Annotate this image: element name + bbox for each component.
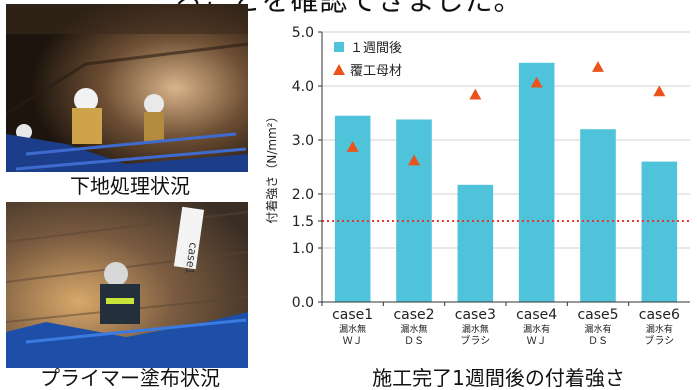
chart-y-label: 付着強さ（N/mm²） [264, 110, 279, 223]
y-tick-label: 1.0 [292, 241, 314, 257]
chart-grid [322, 31, 690, 249]
x-tick-label: case4 [516, 307, 557, 323]
photo-primer-application: case1 [6, 202, 248, 368]
photo-surface-preparation [6, 4, 248, 172]
legend-label-bar: １週間後 [350, 41, 402, 56]
y-tick-label: 4.0 [292, 79, 314, 95]
adhesion-strength-chart: 0.01.01.52.03.04.05.0 case1漏水無ＷＪcase2漏水無… [264, 25, 690, 347]
legend-swatch-bar [334, 42, 344, 52]
photo-case-label: case1 [183, 242, 200, 276]
x-tick-label: case6 [639, 307, 680, 323]
chart-bars [334, 62, 678, 302]
marker-case6 [653, 85, 666, 97]
x-tick-label: case5 [577, 307, 618, 323]
marker-case5 [592, 61, 604, 72]
bar-case5 [580, 129, 616, 302]
chart-y-ticks: 0.0 1.0 1.5 2.0 3.0 4.0 5.0 [292, 25, 322, 311]
marker-case1 [346, 141, 359, 152]
y-tick-label: 0.0 [292, 295, 314, 311]
marker-case3 [469, 88, 482, 100]
y-tick-label: 3.0 [292, 133, 314, 149]
x-sublabel-condition: 漏水有 [646, 323, 673, 335]
chart-caption: 施工完了1週間後の付着強さ [372, 366, 625, 390]
marker-case4 [530, 76, 543, 88]
x-sublabel-method: ブラシ [460, 334, 490, 347]
x-tick-label: case1 [332, 307, 373, 323]
y-tick-label: 5.0 [292, 25, 314, 41]
bar-case2 [396, 119, 432, 302]
x-sublabel-condition: 漏水無 [339, 323, 366, 335]
bar-case3 [457, 184, 494, 302]
legend-swatch-marker [333, 64, 345, 75]
bar-case6 [641, 161, 678, 302]
marker-case2 [408, 154, 420, 166]
y-tick-label: 2.0 [292, 187, 314, 203]
x-sublabel-method: ＤＳ [588, 336, 608, 347]
x-sublabel-method: ＷＪ [527, 336, 547, 347]
chart-x-labels: case1漏水無ＷＪcase2漏水無ＤＳcase3漏水無ブラシcase4漏水有Ｗ… [321, 302, 680, 347]
x-tick-label: case2 [393, 307, 434, 323]
headline: ることを確認できました。 [174, 0, 523, 17]
y-tick-label: 1.5 [292, 214, 314, 230]
x-sublabel-condition: 漏水無 [400, 323, 427, 335]
photo-caption-top: 下地処理状況 [70, 174, 190, 198]
legend-label-marker: 覆工母材 [350, 64, 402, 79]
x-tick-label: case3 [455, 307, 496, 323]
x-sublabel-method: ＤＳ [404, 336, 424, 347]
photo-caption-bottom: プライマー塗布状況 [40, 366, 220, 390]
bar-case4 [518, 62, 555, 302]
x-sublabel-condition: 漏水有 [584, 323, 611, 335]
x-sublabel-condition: 漏水有 [523, 323, 550, 335]
x-sublabel-method: ブラシ [644, 334, 674, 347]
x-sublabel-condition: 漏水無 [462, 323, 489, 335]
x-sublabel-method: ＷＪ [343, 336, 363, 347]
chart-markers [346, 61, 666, 166]
